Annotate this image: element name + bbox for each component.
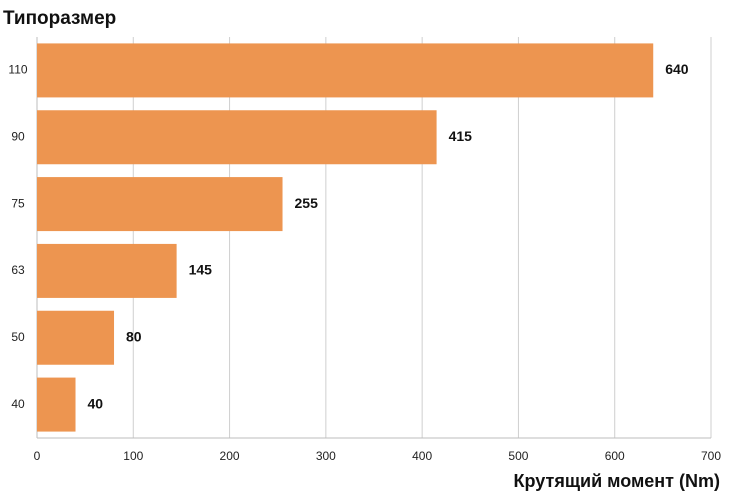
x-tick-label: 500 — [508, 449, 528, 463]
bar — [37, 43, 654, 98]
y-tick-label: 90 — [11, 129, 25, 143]
y-tick-label: 75 — [11, 196, 25, 210]
data-label: 80 — [126, 328, 142, 344]
data-label: 145 — [189, 262, 213, 278]
y-tick-label: 50 — [11, 330, 25, 344]
bar — [37, 243, 177, 298]
chart-title: Типоразмер — [3, 8, 116, 29]
x-axis-title: Крутящий момент (Nm) — [514, 471, 720, 491]
x-tick-label: 100 — [123, 449, 143, 463]
data-label: 415 — [449, 128, 473, 144]
bar — [37, 310, 115, 365]
bar — [37, 377, 76, 432]
x-tick-label: 700 — [701, 449, 721, 463]
data-label: 640 — [665, 61, 689, 77]
x-tick-label: 0 — [34, 449, 41, 463]
x-tick-label: 200 — [220, 449, 240, 463]
data-label: 255 — [295, 195, 319, 211]
data-label: 40 — [88, 395, 104, 411]
x-tick-label: 600 — [605, 449, 625, 463]
x-tick-label: 300 — [316, 449, 336, 463]
bar — [37, 177, 283, 232]
y-tick-label: 63 — [11, 263, 25, 277]
bar — [37, 110, 437, 165]
y-tick-label: 40 — [11, 397, 25, 411]
y-tick-label: 110 — [8, 63, 27, 77]
x-tick-label: 400 — [412, 449, 432, 463]
